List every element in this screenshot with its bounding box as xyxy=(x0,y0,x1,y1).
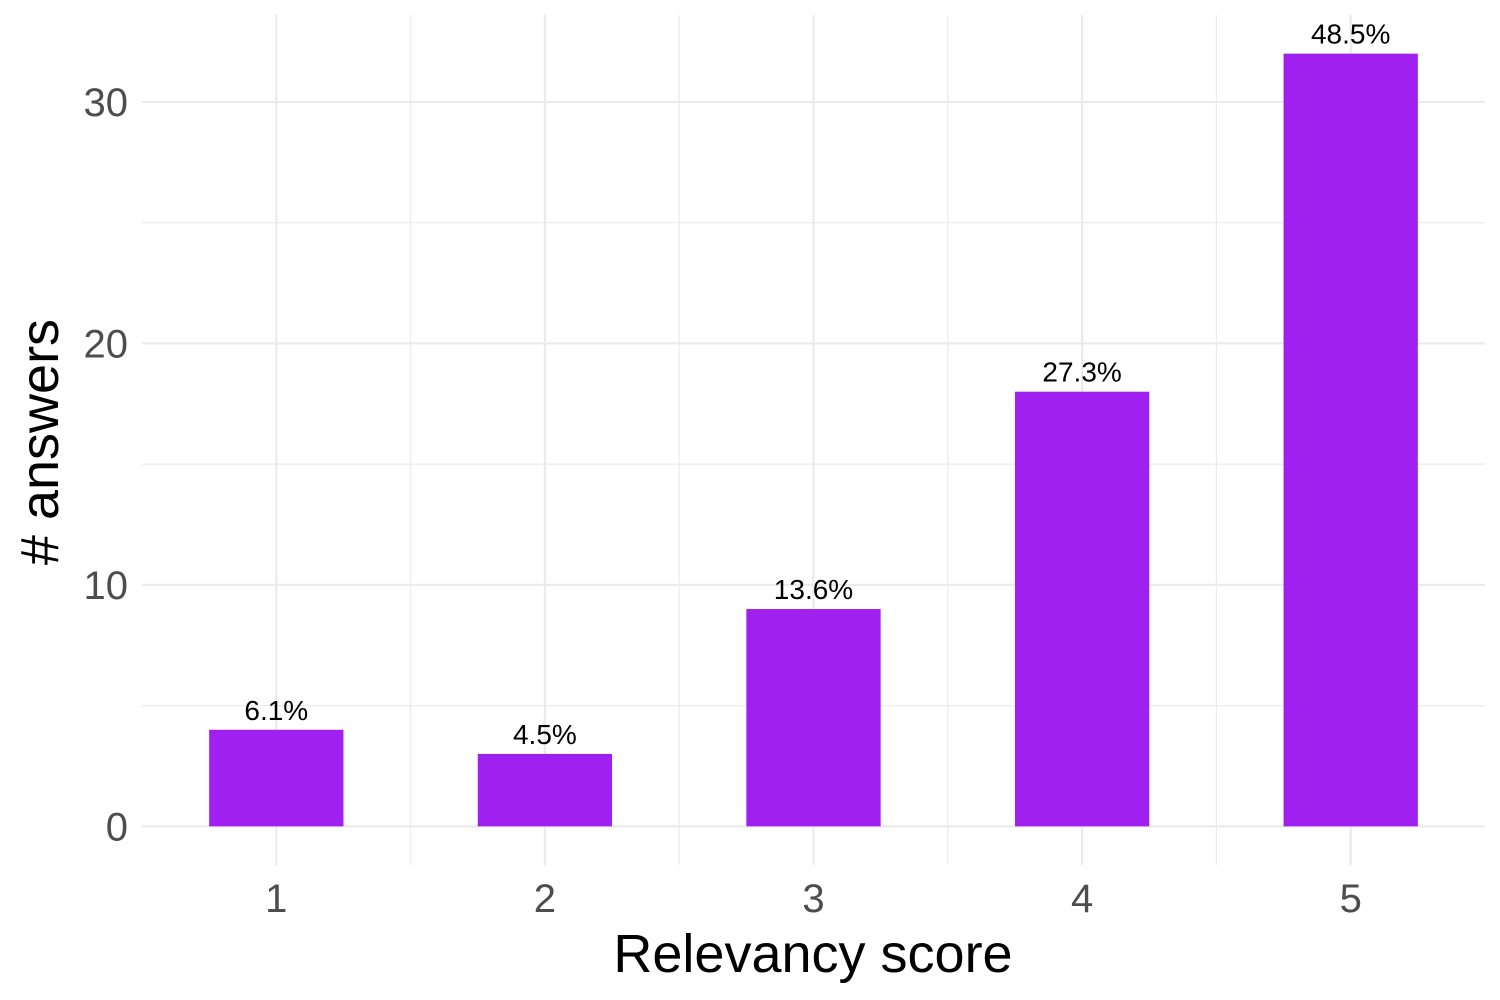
bar xyxy=(1014,391,1150,827)
bars xyxy=(209,53,1418,827)
x-tick-label: 4 xyxy=(1071,877,1093,921)
bar xyxy=(477,753,613,827)
data-label: 27.3% xyxy=(1042,357,1121,388)
data-label: 48.5% xyxy=(1311,19,1390,50)
x-tick-label: 5 xyxy=(1340,877,1362,921)
y-axis-title: # answers xyxy=(10,319,70,565)
bar xyxy=(746,609,881,827)
y-tick-label: 10 xyxy=(84,564,129,608)
bar xyxy=(1283,53,1418,827)
x-tick-label: 3 xyxy=(802,877,824,921)
y-tick-label: 30 xyxy=(84,81,129,125)
data-label: 6.1% xyxy=(244,695,308,726)
bar xyxy=(209,729,344,827)
data-label: 4.5% xyxy=(513,719,577,750)
x-axis-ticks: 1 2 3 4 5 xyxy=(265,877,1362,921)
y-axis-ticks: 0 10 20 30 xyxy=(84,81,129,849)
data-labels: 6.1% 4.5% 13.6% 27.3% 48.5% xyxy=(244,19,1390,750)
y-tick-label: 20 xyxy=(84,322,129,366)
x-tick-label: 1 xyxy=(265,877,287,921)
y-tick-label: 0 xyxy=(106,805,128,849)
data-label: 13.6% xyxy=(774,574,853,605)
x-axis-title: Relevancy score xyxy=(613,924,1012,984)
x-tick-label: 2 xyxy=(534,877,556,921)
